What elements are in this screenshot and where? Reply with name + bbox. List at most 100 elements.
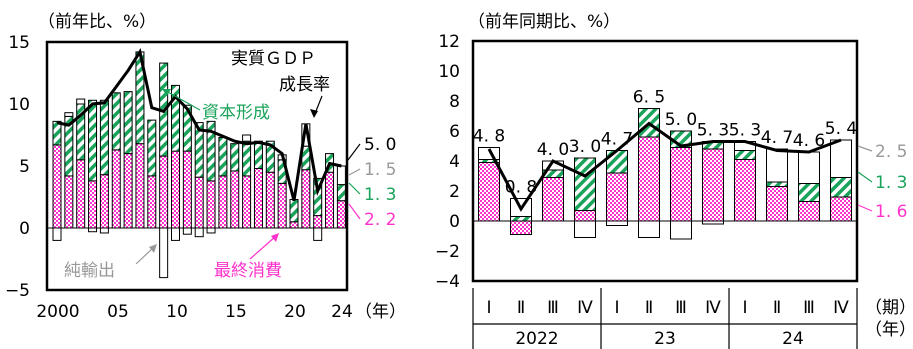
- bar-segment-consumption: [88, 180, 98, 229]
- consumption-annotation: 最終消費: [214, 261, 282, 281]
- quarter-label: Ⅱ: [773, 298, 781, 318]
- bar-segment-capital: [123, 91, 133, 155]
- bar-segment-capital: [313, 177, 323, 217]
- annual-y-tick-label: 15: [8, 33, 30, 53]
- bar-segment-consumption: [135, 143, 145, 229]
- annual-chart: （前年比、%） 15 10 5 0 −5 2000 05 10 15 20 24…: [5, 12, 406, 322]
- gdp-value-label: 5. 3: [697, 121, 729, 141]
- gdp-line-annotation-line2: 成長率: [279, 75, 330, 95]
- bar-segment-capital: [206, 120, 216, 182]
- quarterly-chart: （前年同期比、%） 12 10 8 6 4 2 0 −2 −4 4. 8 0. 8…: [435, 12, 913, 349]
- gdp-line-annotation-line1: 実質ＧＤＰ: [231, 49, 316, 69]
- quarterly-y-tick-label: 6: [449, 122, 460, 142]
- bar-segment-consumption: [289, 221, 299, 229]
- capital-annotation: 資本形成: [202, 103, 270, 123]
- annual-y-tick-labels: 15 10 5 0 −5: [5, 33, 30, 301]
- year-label: 23: [654, 329, 676, 349]
- bar-segment-consumption: [638, 136, 660, 222]
- bar-segment-capital: [99, 99, 109, 176]
- gdp-value-label: 4. 7: [601, 130, 633, 150]
- quarterly-end-label-capital: 1. 3: [875, 173, 907, 193]
- bar-segment-capital: [574, 157, 596, 211]
- consumption-annotation-arrowhead: [271, 233, 279, 242]
- bar-segment-capital: [230, 143, 240, 172]
- quarterly-y-tick-label: 10: [438, 62, 460, 82]
- bar-segment-consumption: [510, 220, 532, 235]
- quarterly-end-label-net-exports: 2. 5: [875, 142, 907, 162]
- quarter-label: Ⅰ: [486, 298, 491, 318]
- bar-segment-net-exports: [766, 148, 788, 183]
- bar-segment-consumption: [147, 175, 157, 229]
- capital-annotation-arrow: [165, 90, 201, 111]
- annual-x-tick-labels: 2000 05 10 15 20 24 （年）: [36, 302, 406, 322]
- bar-segment-consumption: [798, 201, 820, 222]
- bar-segment-consumption: [670, 147, 692, 222]
- quarterly-gdp-line: [487, 121, 842, 212]
- bar-segment-capital: [218, 136, 228, 177]
- net-exports-annotation-arrow: [135, 246, 155, 265]
- bar-segment-consumption: [606, 172, 628, 222]
- bar-segment-consumption: [542, 177, 564, 222]
- bar-segment-consumption: [702, 148, 724, 222]
- annual-x-tick-label: 20: [284, 302, 306, 322]
- gdp-value-label: 6. 5: [633, 88, 665, 108]
- bar-segment-capital: [606, 150, 628, 174]
- bar-segment-consumption: [242, 175, 252, 229]
- bar-segment-capital: [766, 181, 788, 187]
- quarterly-end-label-consumption: 1. 6: [875, 202, 907, 222]
- bar-segment-capital: [253, 140, 263, 169]
- gdp-value-label: 4. 0: [537, 140, 569, 160]
- bar-segment-consumption: [111, 149, 121, 229]
- consumption-annotation-arrow: [249, 235, 277, 260]
- bar-segment-consumption: [253, 167, 263, 229]
- bar-segment-consumption: [830, 196, 852, 222]
- period-unit-label: （期）: [865, 298, 913, 318]
- annual-y-tick-label: 5: [19, 157, 30, 177]
- bar-segment-net-exports: [88, 227, 98, 233]
- annual-x-tick-label: 2000: [36, 302, 79, 322]
- annual-end-label-net-exports: 1. 5: [364, 160, 396, 180]
- annual-end-labels: 5. 0 1. 5 1. 3 2. 2: [347, 135, 396, 230]
- bar-segment-net-exports: [606, 220, 628, 226]
- annual-unit-label: （前年比、%）: [38, 12, 156, 32]
- quarter-label: Ⅲ: [803, 298, 815, 318]
- annual-x-tick-label: 24: [331, 302, 353, 322]
- gdp-value-label: 4. 6: [793, 131, 825, 151]
- bar-segment-capital: [171, 84, 180, 152]
- bar-segment-net-exports: [830, 139, 852, 178]
- bar-segment-consumption: [313, 215, 323, 229]
- quarterly-y-tick-label: 12: [438, 32, 460, 52]
- annual-y-tick-label: 10: [8, 95, 30, 115]
- bar-segment-consumption: [277, 182, 287, 229]
- gdp-value-label: 4. 7: [761, 128, 793, 148]
- gdp-annotation-arrowhead: [310, 109, 318, 118]
- bar-segment-capital: [111, 92, 121, 151]
- bar-segment-capital: [88, 99, 98, 182]
- gdp-value-label: 5. 4: [825, 119, 857, 139]
- annual-y-tick-label: −5: [5, 281, 30, 301]
- quarter-label: Ⅰ: [614, 298, 619, 318]
- annual-end-label-consumption: 2. 2: [364, 210, 396, 230]
- quarter-label: Ⅱ: [517, 298, 525, 318]
- quarterly-plot-frame: [471, 39, 859, 283]
- quarter-label: Ⅲ: [675, 298, 687, 318]
- bar-segment-consumption: [478, 162, 500, 222]
- quarterly-y-tick-label: 4: [449, 152, 460, 172]
- annual-x-unit-label: （年）: [355, 302, 406, 322]
- net-exports-annotation-arrowhead: [149, 244, 157, 253]
- quarter-label: Ⅳ: [577, 298, 593, 318]
- year-label: 2022: [515, 329, 558, 349]
- bar-segment-consumption: [52, 144, 62, 229]
- bar-segment-capital: [734, 150, 756, 160]
- bar-segment-net-exports: [670, 220, 692, 240]
- year-label: 24: [782, 329, 804, 349]
- bar-segment-capital: [194, 122, 204, 178]
- annual-end-label-gdp: 5. 0: [364, 135, 396, 155]
- bar-segment-capital: [336, 184, 346, 202]
- bar-segment-net-exports: [798, 151, 820, 184]
- bar-segment-net-exports: [206, 227, 216, 234]
- bar-segment-consumption: [336, 200, 346, 229]
- quarterly-gdp-labels: 4. 80. 84. 0 3. 0 4. 76. 55. 05. 3 5. 3 4. 7…: [473, 88, 857, 198]
